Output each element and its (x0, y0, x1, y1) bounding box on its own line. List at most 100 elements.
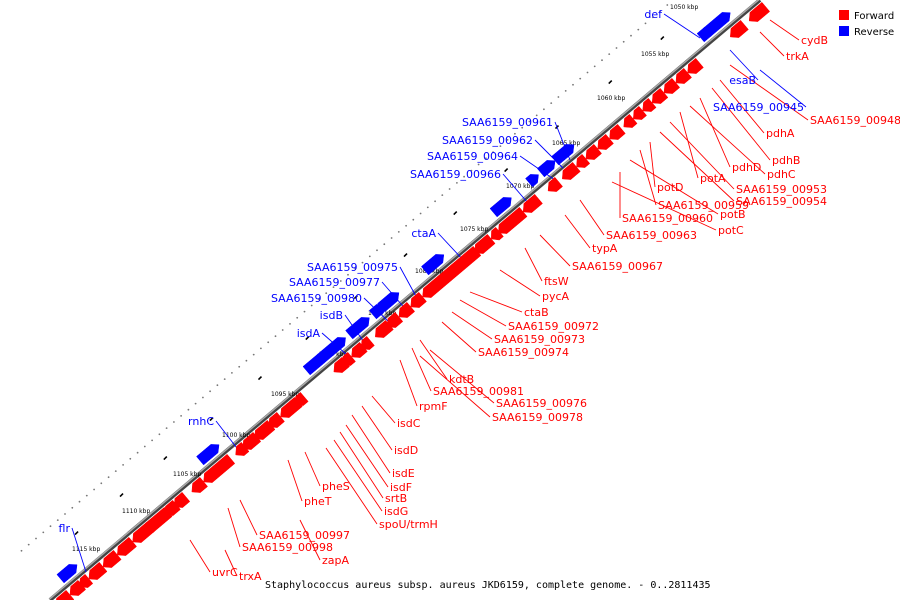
gene-label-spou-trmh[interactable]: spoU/trmH (379, 518, 438, 531)
leader-line (339, 431, 384, 499)
leader-line (71, 527, 87, 573)
tick-dot (405, 224, 407, 227)
kbp-tick (209, 416, 214, 422)
gene-label-pdhc[interactable]: pdhC (767, 168, 796, 181)
tick-dot (550, 102, 553, 104)
kbp-label: 1100 kbp (222, 432, 250, 439)
gene-label-typa[interactable]: typA (592, 242, 618, 255)
tick-dot (310, 304, 313, 307)
gene-label-isdc[interactable]: isdC (397, 417, 421, 430)
gene-label-pdhb[interactable]: pdhB (772, 154, 800, 167)
gene-label-phet[interactable]: pheT (304, 495, 332, 508)
gene-label-saa6159-00980[interactable]: SAA6159_00980 (271, 292, 362, 305)
gene-label-rpmf[interactable]: rpmF (419, 400, 448, 413)
gene-label-saa6159-00966[interactable]: SAA6159_00966 (410, 168, 501, 181)
gene-label-pota[interactable]: potA (700, 172, 726, 185)
gene-label-saa6159-00945[interactable]: SAA6159_00945 (713, 101, 804, 114)
gene-label-ctaa[interactable]: ctaA (411, 227, 436, 240)
tick-dot (71, 506, 74, 509)
gene-label-saa6159-00964[interactable]: SAA6159_00964 (427, 150, 518, 163)
gene-label-esab[interactable]: esaB (729, 74, 756, 87)
gene-label-kdtb[interactable]: kdtB (449, 373, 474, 386)
gene-label-saa6159-00959[interactable]: SAA6159_00959 (658, 199, 749, 212)
gene-label-cydb[interactable]: cydB (801, 34, 828, 47)
forward-gene-arrow (56, 589, 75, 600)
leader-line (325, 447, 378, 525)
gene-label-saa6159-00963[interactable]: SAA6159_00963 (606, 229, 697, 242)
gene-label-zapa[interactable]: zapA (322, 554, 349, 567)
leader-line (759, 31, 785, 57)
gene-label-ctab[interactable]: ctaB (524, 306, 549, 319)
gene-label-saa6159-00954[interactable]: SAA6159_00954 (736, 195, 827, 208)
reverse-gene-arrow (368, 304, 385, 320)
gene-label-saa6159-00998[interactable]: SAA6159_00998 (242, 541, 333, 554)
gene-label-saa6159-00948[interactable]: SAA6159_00948 (810, 114, 900, 127)
gene-labels: def esaB SAA6159_00945 SAA6159_00961 SAA6159… (59, 8, 900, 583)
gene-label-pyca[interactable]: pycA (542, 290, 570, 303)
legend-forward-swatch (839, 10, 849, 20)
tick-dot (27, 543, 30, 546)
gene-label-ftsw[interactable]: ftsW (544, 275, 569, 288)
tick-dot (296, 316, 299, 319)
gene-label-def[interactable]: def (644, 8, 663, 21)
gene-label-saa6159-00973[interactable]: SAA6159_00973 (494, 333, 585, 346)
gene-label-potd[interactable]: potD (657, 181, 684, 194)
gene-label-isdd[interactable]: isdD (394, 444, 418, 457)
leader-line (239, 499, 258, 536)
forward-gene-arrow (88, 561, 108, 580)
tick-dot (129, 457, 132, 460)
gene-label-potb[interactable]: potB (720, 208, 746, 221)
gene-label-trka[interactable]: trkA (786, 50, 809, 63)
leader-line (669, 121, 735, 190)
gene-label-saa6159-00981[interactable]: SAA6159_00981 (433, 385, 524, 398)
tick-dot (347, 273, 349, 276)
gene-label-isde[interactable]: isdE (392, 467, 415, 480)
leader-line (729, 49, 759, 81)
gene-label-saa6159-00962[interactable]: SAA6159_00962 (442, 134, 533, 147)
forward-gene-arrow (102, 549, 122, 568)
gene-label-saa6159-00978[interactable]: SAA6159_00978 (492, 411, 583, 424)
leader-line (759, 69, 807, 108)
tick-dot (318, 298, 320, 301)
leader-line (579, 199, 605, 236)
gene-label-isda[interactable]: isdA (297, 327, 321, 340)
gene-label-potc[interactable]: potC (718, 224, 744, 237)
forward-gene-arrow (651, 87, 669, 104)
reverse-gene-arrow (696, 27, 713, 43)
gene-label-srtb[interactable]: srtB (385, 492, 407, 505)
tick-dot (42, 531, 45, 534)
gene-label-saa6159-00961[interactable]: SAA6159_00961 (462, 116, 553, 129)
gene-label-isdg[interactable]: isdG (384, 505, 408, 518)
tick-dot (35, 537, 37, 540)
gene-label-uvrc[interactable]: uvrC (212, 566, 238, 579)
gene-label-phes[interactable]: pheS (322, 480, 350, 493)
forward-gene-arrow (663, 77, 681, 94)
reverse-gene-arrow (196, 444, 220, 466)
gene-label-saa6159-00974[interactable]: SAA6159_00974 (478, 346, 569, 359)
gene-label-saa6159-00976[interactable]: SAA6159_00976 (496, 397, 587, 410)
gene-label-pdha[interactable]: pdhA (766, 127, 795, 140)
tick-dot (397, 231, 400, 233)
gene-label-saa6159-00977[interactable]: SAA6159_00977 (289, 276, 380, 289)
gene-label-isdf[interactable]: isdF (390, 481, 412, 494)
gene-label-pdhd[interactable]: pdhD (732, 161, 761, 174)
tick-dot (64, 513, 66, 515)
tick-dot (593, 65, 596, 68)
tick-dot (238, 365, 241, 368)
gene-label-trxa[interactable]: trxA (239, 570, 262, 583)
kbp-label: 1105 kbp (173, 471, 201, 478)
gene-label-saa6159-00975[interactable]: SAA6159_00975 (307, 261, 398, 274)
gene-label-saa6159-00972[interactable]: SAA6159_00972 (508, 320, 599, 333)
leader-line (345, 424, 389, 488)
tick-dot (666, 4, 669, 6)
tick-dot (579, 77, 582, 80)
gene-label-saa6159-00967[interactable]: SAA6159_00967 (572, 260, 663, 273)
gene-label-isdb[interactable]: isdB (320, 309, 343, 322)
gene-label-saa6159-00997[interactable]: SAA6159_00997 (259, 529, 350, 542)
gene-label-saa6159-00960[interactable]: SAA6159_00960 (622, 212, 713, 225)
gene-label-rnhc[interactable]: rnhC (188, 415, 214, 428)
gene-label-flr[interactable]: flr (59, 522, 71, 535)
gene-label-saa6159-00953[interactable]: SAA6159_00953 (736, 183, 827, 196)
tick-dot (622, 40, 625, 43)
forward-gene-arrow (547, 176, 563, 192)
